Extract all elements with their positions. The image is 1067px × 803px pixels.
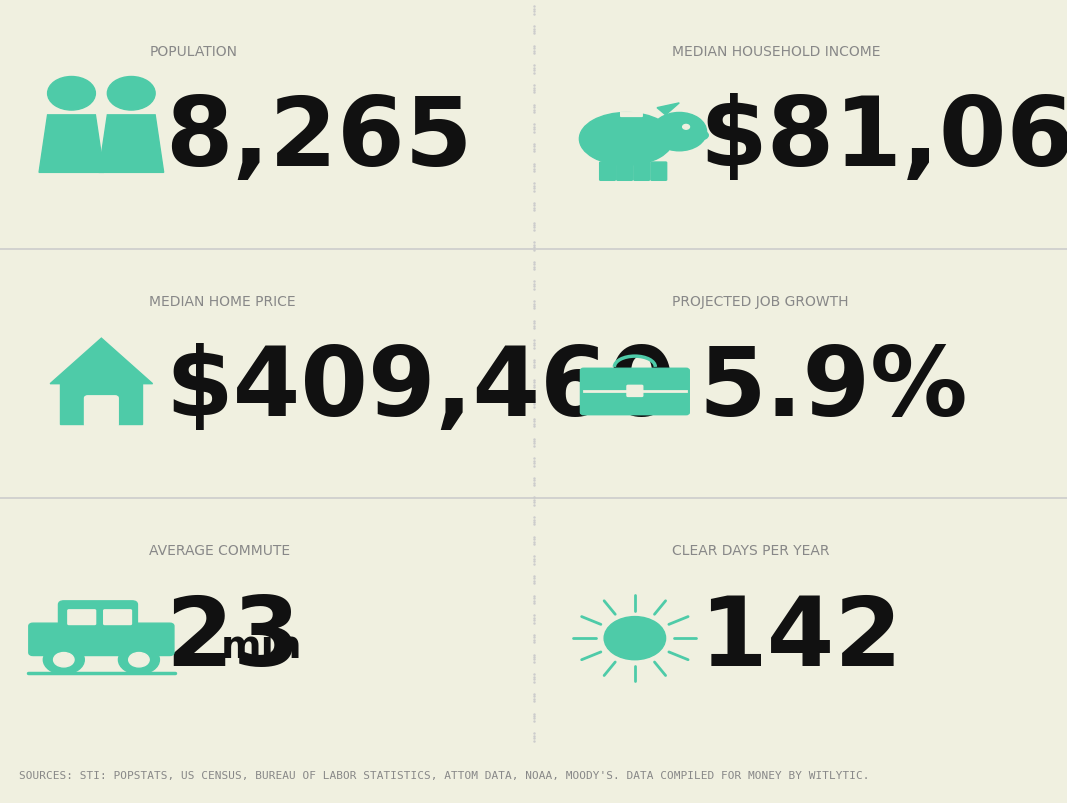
Polygon shape: [50, 339, 153, 384]
FancyBboxPatch shape: [651, 163, 667, 181]
FancyBboxPatch shape: [61, 381, 142, 425]
Text: 142: 142: [699, 592, 902, 685]
Polygon shape: [39, 116, 103, 173]
Text: SOURCES: STI: POPSTATS, US CENSUS, BUREAU OF LABOR STATISTICS, ATTOM DATA, NOAA,: SOURCES: STI: POPSTATS, US CENSUS, BUREA…: [19, 771, 870, 781]
Circle shape: [652, 113, 706, 152]
Text: CLEAR DAYS PER YEAR: CLEAR DAYS PER YEAR: [672, 544, 830, 557]
Text: min: min: [221, 627, 302, 665]
FancyBboxPatch shape: [29, 623, 174, 656]
Ellipse shape: [579, 113, 673, 166]
Text: 5.9%: 5.9%: [699, 343, 969, 435]
FancyBboxPatch shape: [634, 163, 650, 181]
Text: $81,066: $81,066: [699, 93, 1067, 186]
FancyBboxPatch shape: [627, 386, 642, 397]
FancyBboxPatch shape: [621, 113, 642, 117]
Text: AVERAGE COMMUTE: AVERAGE COMMUTE: [149, 544, 290, 557]
FancyBboxPatch shape: [617, 163, 633, 181]
Circle shape: [118, 646, 159, 675]
Text: MEDIAN HOUSEHOLD INCOME: MEDIAN HOUSEHOLD INCOME: [672, 45, 880, 59]
Circle shape: [53, 653, 74, 667]
FancyBboxPatch shape: [600, 163, 616, 181]
Polygon shape: [657, 104, 680, 116]
Text: 8,265: 8,265: [165, 93, 473, 186]
Ellipse shape: [691, 131, 708, 141]
Text: POPULATION: POPULATION: [149, 45, 237, 59]
Circle shape: [129, 653, 149, 667]
Text: $409,460: $409,460: [165, 343, 675, 435]
FancyBboxPatch shape: [59, 601, 138, 630]
FancyBboxPatch shape: [84, 397, 118, 427]
Text: 23: 23: [165, 592, 301, 685]
Text: PROJECTED JOB GROWTH: PROJECTED JOB GROWTH: [672, 294, 848, 308]
Circle shape: [48, 77, 95, 111]
Circle shape: [604, 617, 666, 660]
FancyBboxPatch shape: [68, 610, 96, 625]
Circle shape: [683, 125, 689, 130]
Circle shape: [108, 77, 155, 111]
Circle shape: [44, 646, 84, 675]
FancyBboxPatch shape: [580, 369, 689, 415]
FancyBboxPatch shape: [103, 610, 131, 625]
Polygon shape: [99, 116, 163, 173]
Text: MEDIAN HOME PRICE: MEDIAN HOME PRICE: [149, 294, 296, 308]
